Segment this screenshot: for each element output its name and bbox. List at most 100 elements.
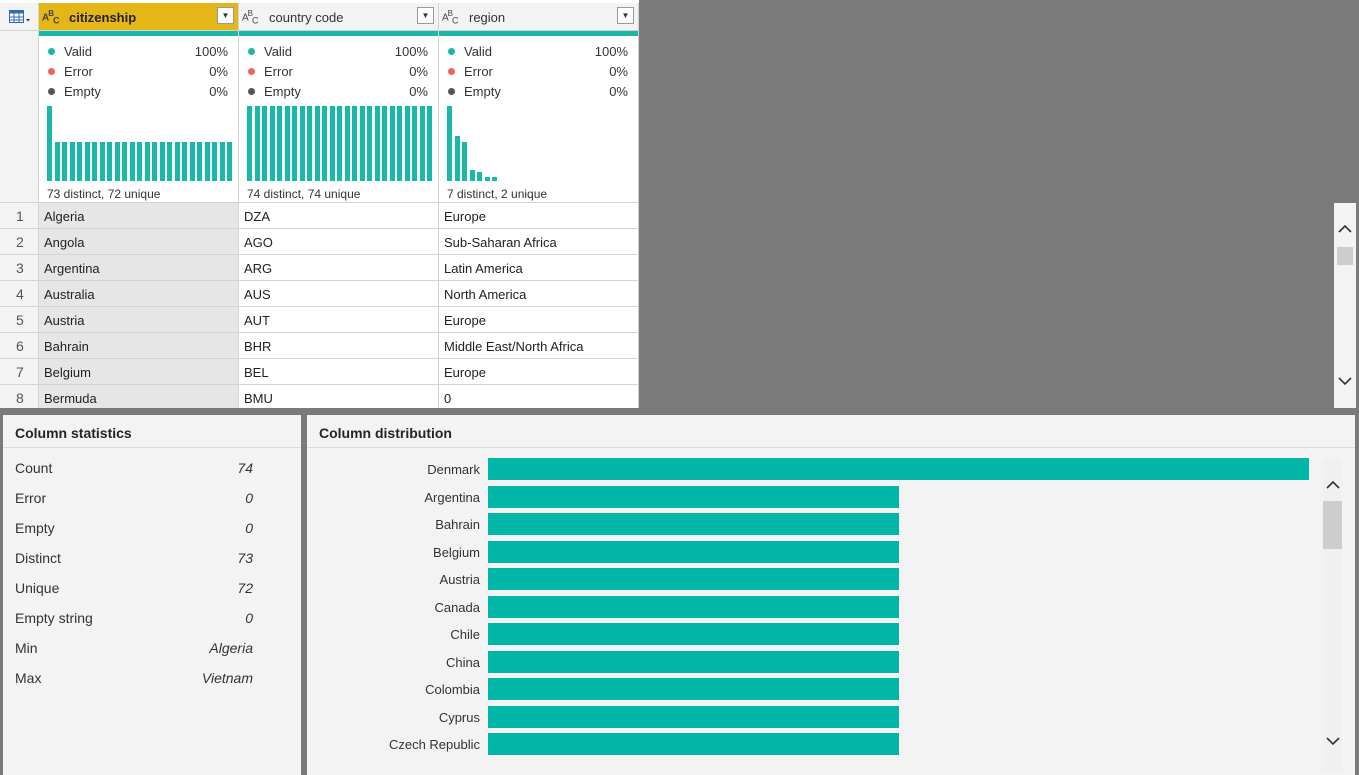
histogram-bar[interactable] (427, 106, 432, 181)
column-filter-dropdown-icon[interactable]: ▼ (417, 7, 434, 24)
chevron-down-icon[interactable] (1325, 733, 1341, 749)
histogram-bar[interactable] (454, 136, 460, 181)
cell-country-code[interactable]: BHR (239, 333, 439, 358)
cell-country-code[interactable]: BEL (239, 359, 439, 384)
row-number[interactable]: 3 (0, 255, 39, 281)
table-row[interactable]: 3 Argentina ARG Latin America (0, 254, 639, 281)
histogram-bar[interactable] (204, 142, 210, 181)
histogram-bar[interactable] (129, 142, 135, 181)
table-row[interactable]: 1 Algeria DZA Europe (0, 202, 639, 229)
histogram-bar[interactable] (329, 106, 335, 181)
column-filter-dropdown-icon[interactable]: ▼ (217, 7, 234, 24)
histogram-bar[interactable] (182, 142, 187, 181)
table-row[interactable]: 5 Austria AUT Europe (0, 306, 639, 333)
histogram-bar[interactable] (174, 142, 180, 181)
text-type-icon[interactable]: ABC (242, 9, 258, 26)
table-row[interactable]: 2 Angola AGO Sub-Saharan Africa (0, 228, 639, 255)
scrollbar-thumb[interactable] (1323, 501, 1342, 549)
histogram-bar[interactable] (412, 106, 417, 181)
histogram-bar[interactable] (99, 142, 105, 181)
value-histogram[interactable] (47, 106, 232, 181)
column-header-country-code[interactable]: ABC country code ▼ (239, 3, 438, 31)
value-histogram[interactable] (247, 106, 432, 181)
table-row[interactable]: 7 Belgium BEL Europe (0, 358, 639, 385)
table-menu-button[interactable] (0, 3, 39, 31)
histogram-bar[interactable] (159, 142, 165, 181)
histogram-bar[interactable] (322, 106, 327, 181)
histogram-bar[interactable] (189, 142, 195, 181)
histogram-bar[interactable] (269, 106, 275, 181)
cell-citizenship[interactable]: Australia (39, 281, 239, 306)
histogram-bar[interactable] (344, 106, 350, 181)
histogram-bar[interactable] (367, 106, 372, 181)
distribution-bar[interactable] (488, 540, 899, 563)
distribution-bar[interactable] (488, 513, 899, 535)
cell-citizenship[interactable]: Bermuda (39, 385, 239, 408)
chevron-up-icon[interactable] (1337, 221, 1353, 237)
column-header-region[interactable]: ABC region ▼ (439, 3, 638, 31)
cell-country-code[interactable]: AUS (239, 281, 439, 306)
histogram-bar[interactable] (389, 106, 395, 181)
histogram-bar[interactable] (152, 142, 157, 181)
grid-vertical-scrollbar[interactable] (1334, 203, 1356, 408)
table-row[interactable]: 6 Bahrain BHR Middle East/North Africa (0, 332, 639, 359)
cell-region[interactable]: Europe (439, 307, 639, 332)
histogram-bar[interactable] (374, 106, 380, 181)
cell-citizenship[interactable]: Argentina (39, 255, 239, 280)
value-histogram[interactable] (447, 106, 629, 181)
histogram-bar[interactable] (352, 106, 357, 181)
cell-region[interactable]: Middle East/North Africa (439, 333, 639, 358)
histogram-bar[interactable] (254, 106, 260, 181)
histogram-bar[interactable] (69, 142, 75, 181)
histogram-bar[interactable] (484, 177, 490, 181)
histogram-bar[interactable] (114, 142, 120, 181)
histogram-bar[interactable] (197, 142, 202, 181)
histogram-bar[interactable] (54, 142, 60, 181)
cell-citizenship[interactable]: Algeria (39, 203, 239, 228)
histogram-bar[interactable] (284, 106, 290, 181)
histogram-bar[interactable] (167, 142, 172, 181)
chevron-up-icon[interactable] (1325, 477, 1341, 493)
histogram-bar[interactable] (219, 142, 225, 181)
row-number[interactable]: 4 (0, 281, 39, 307)
distribution-vertical-scrollbar[interactable] (1323, 459, 1342, 771)
text-type-icon[interactable]: ABC (442, 9, 458, 26)
row-number[interactable]: 7 (0, 359, 39, 385)
histogram-bar[interactable] (107, 142, 112, 181)
distribution-bar[interactable] (488, 623, 899, 645)
distribution-bar[interactable] (488, 705, 899, 728)
row-number[interactable]: 2 (0, 229, 39, 255)
row-number[interactable]: 6 (0, 333, 39, 359)
distribution-bar[interactable] (488, 595, 899, 618)
distribution-bar[interactable] (488, 678, 899, 700)
histogram-bar[interactable] (307, 106, 312, 181)
cell-region[interactable]: North America (439, 281, 639, 306)
cell-citizenship[interactable]: Bahrain (39, 333, 239, 358)
histogram-bar[interactable] (144, 142, 150, 181)
histogram-bar[interactable] (462, 142, 467, 181)
histogram-bar[interactable] (262, 106, 267, 181)
histogram-bar[interactable] (299, 106, 305, 181)
histogram-bar[interactable] (404, 106, 410, 181)
histogram-bar[interactable] (469, 170, 475, 181)
histogram-bar[interactable] (359, 106, 365, 181)
row-number[interactable]: 1 (0, 203, 39, 229)
histogram-bar[interactable] (492, 177, 497, 181)
histogram-bar[interactable] (477, 172, 482, 181)
cell-region[interactable]: Latin America (439, 255, 639, 280)
histogram-bar[interactable] (314, 106, 320, 181)
cell-country-code[interactable]: DZA (239, 203, 439, 228)
distribution-bar[interactable] (488, 458, 1309, 480)
cell-citizenship[interactable]: Austria (39, 307, 239, 332)
histogram-bar[interactable] (447, 106, 452, 181)
distribution-bar[interactable] (488, 568, 899, 590)
cell-country-code[interactable]: ARG (239, 255, 439, 280)
histogram-bar[interactable] (277, 106, 282, 181)
cell-country-code[interactable]: BMU (239, 385, 439, 408)
histogram-bar[interactable] (337, 106, 342, 181)
table-row[interactable]: 4 Australia AUS North America (0, 280, 639, 307)
cell-country-code[interactable]: AGO (239, 229, 439, 254)
column-header-citizenship[interactable]: ABC citizenship ▼ (39, 3, 238, 31)
scrollbar-thumb[interactable] (1337, 247, 1353, 265)
cell-region[interactable]: 0 (439, 385, 639, 408)
